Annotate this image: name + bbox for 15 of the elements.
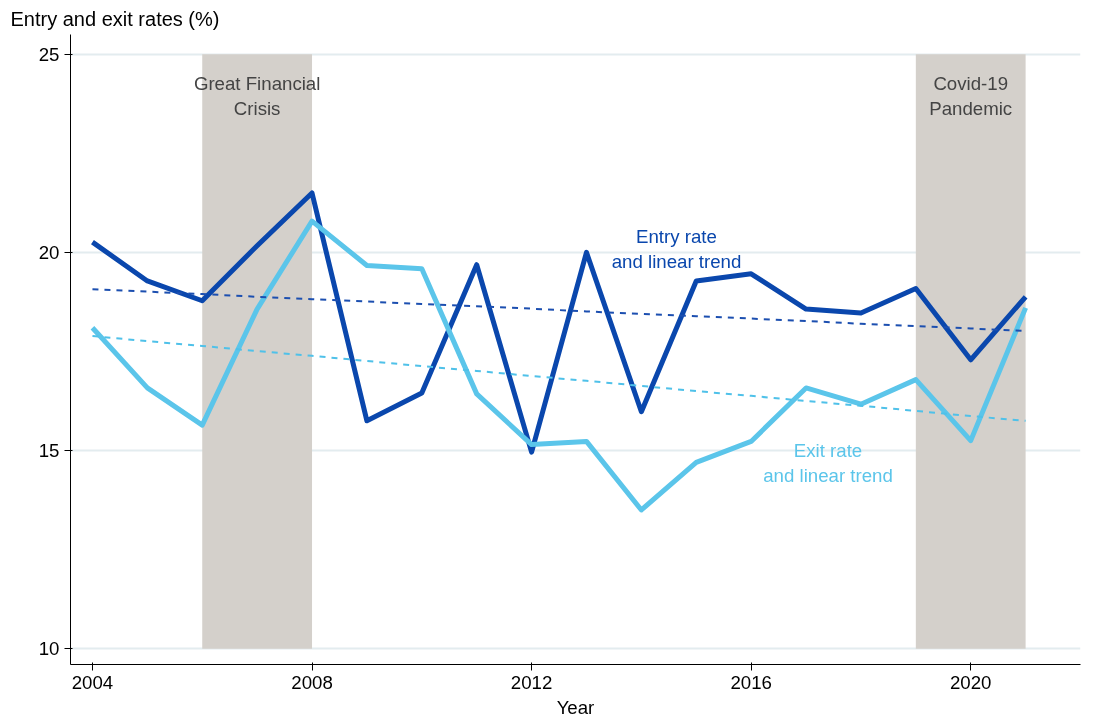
y-tick-label: 25 — [38, 43, 60, 65]
band-label: Covid-19 Pandemic — [929, 72, 1013, 120]
annotation: Entry rate and linear trend — [611, 225, 742, 272]
y-tick-label: 15 — [38, 440, 60, 462]
x-tick-label: 2008 — [291, 671, 333, 693]
y-axis-title: Entry and exit rates (%) — [10, 7, 220, 30]
x-tick-label: 2004 — [71, 671, 114, 693]
x-tick-label: 2020 — [949, 671, 992, 693]
y-tick-label: 20 — [38, 241, 60, 263]
x-tick-label: 2012 — [510, 671, 553, 693]
annotation: Exit rate and linear trend — [763, 439, 893, 486]
x-axis-title: Year — [556, 696, 595, 718]
x-tick-label: 2016 — [730, 671, 772, 693]
band-label: Great Financial Crisis — [193, 72, 321, 120]
y-tick-label: 10 — [38, 638, 60, 660]
